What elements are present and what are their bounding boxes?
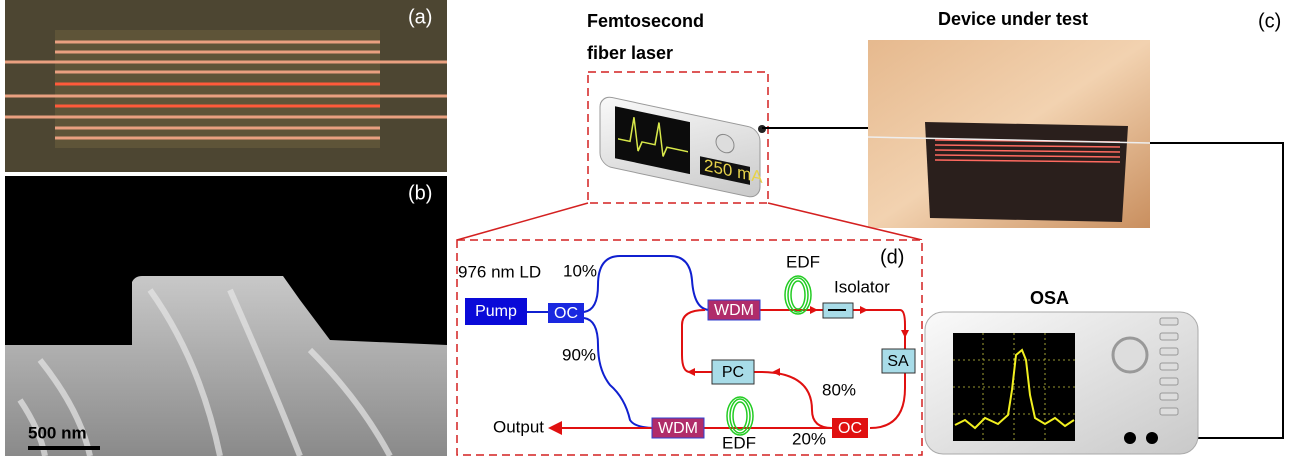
panel-label: (d) — [880, 246, 904, 268]
laser-title: fiber laser — [587, 43, 673, 63]
osa-port — [1124, 432, 1136, 444]
edf-label: EDF — [786, 252, 820, 271]
osa-buttons-part — [1160, 363, 1178, 370]
oc-label: OC — [838, 420, 862, 437]
osa-buttons-part — [1160, 393, 1178, 400]
sa-label: SA — [887, 353, 909, 370]
dut-title: Device under test — [938, 9, 1088, 29]
ratio-label: 10% — [563, 261, 597, 280]
scale-label: 500 nm — [28, 423, 87, 442]
ratio-label: 90% — [562, 345, 596, 364]
zoom-line — [457, 203, 588, 240]
edf-label: EDF — [722, 433, 756, 452]
chip — [55, 30, 380, 148]
osa-buttons-part — [1160, 348, 1178, 355]
page: (a) (b) 500 nm Femtosecond fiber laser 2… — [0, 0, 1302, 456]
osa-title: OSA — [1030, 288, 1069, 308]
wdm-label: WDM — [658, 420, 698, 437]
panel-a: (a) — [5, 0, 447, 172]
osa-buttons-part — [1160, 408, 1178, 415]
source-label: 976 nm LD — [458, 262, 541, 281]
panel-b: (b) 500 nm — [5, 176, 447, 456]
panel-label: (a) — [408, 6, 432, 28]
pc-label: PC — [722, 364, 744, 381]
isolator-label: Isolator — [834, 277, 890, 296]
osa-buttons-part — [1160, 333, 1178, 340]
pump-label: Pump — [475, 303, 517, 320]
panel-d: (d) 976 nm LD Pump OC 10% 90% WDM EDF Is… — [457, 203, 922, 455]
osa-knob — [1113, 338, 1147, 372]
figure: (a) (b) 500 nm Femtosecond fiber laser 2… — [0, 0, 1302, 456]
wdm-label: WDM — [714, 302, 754, 319]
oc-label: OC — [554, 305, 578, 322]
dut-chip — [925, 122, 1128, 222]
osa-buttons — [1160, 318, 1178, 415]
laser-title: Femtosecond — [587, 11, 704, 31]
laser-device: 250 mA — [600, 95, 763, 200]
osa-buttons-part — [1160, 318, 1178, 325]
panel-label: (c) — [1258, 10, 1281, 32]
osa-buttons-part — [1160, 378, 1178, 385]
panel-label: (b) — [408, 182, 432, 204]
output-label: Output — [493, 417, 544, 436]
ratio-label: 20% — [792, 429, 826, 448]
ratio-label: 80% — [822, 380, 856, 399]
osa-port — [1146, 432, 1158, 444]
